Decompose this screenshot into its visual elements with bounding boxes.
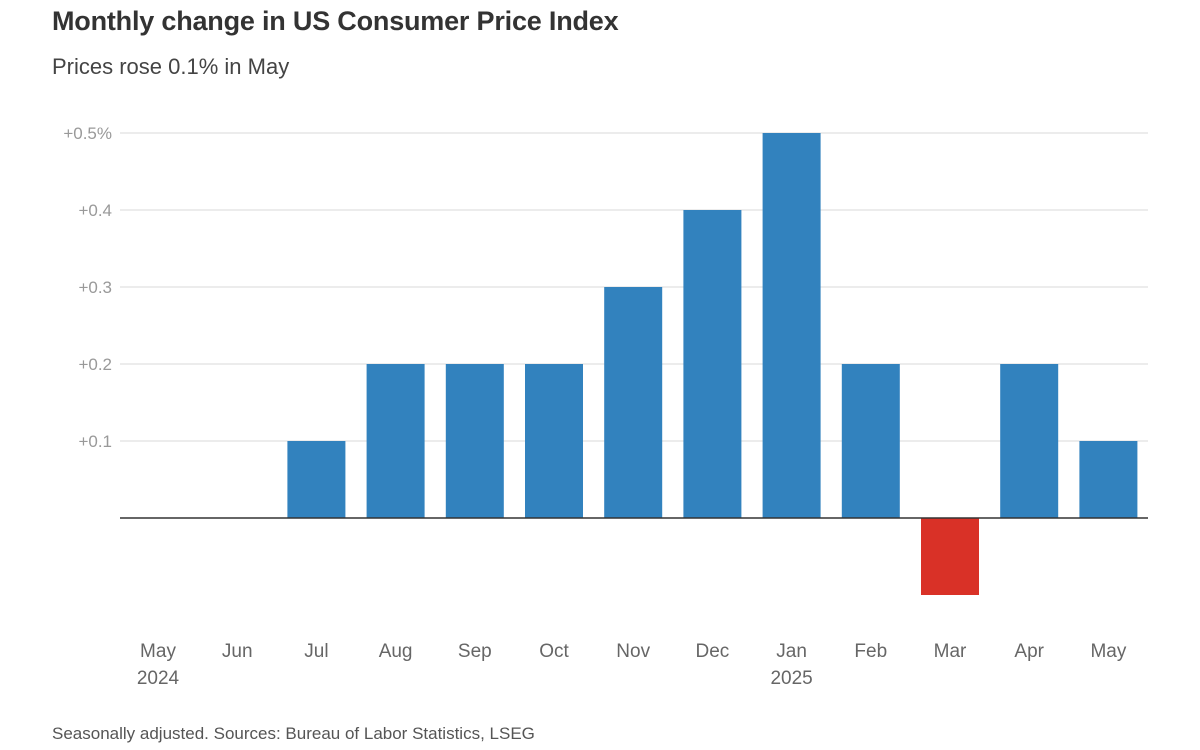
x-year-label: 2024 xyxy=(137,668,180,689)
x-tick-label: Apr xyxy=(1014,641,1044,662)
bar-nov xyxy=(604,287,663,518)
bar-jul xyxy=(287,441,346,518)
bar-mar xyxy=(921,518,979,595)
x-tick-label: Jun xyxy=(222,641,253,662)
bar-apr xyxy=(1000,364,1059,518)
x-tick-label: Jul xyxy=(304,641,328,662)
x-tick-label: Oct xyxy=(539,641,569,662)
x-tick-label: Sep xyxy=(458,641,492,662)
y-tick-label: +0.5% xyxy=(63,124,112,143)
x-tick-label: Dec xyxy=(696,641,730,662)
x-axis-labels: May 2024 Jun Jul Aug Sep Oct Nov Dec Jan 2025 Feb Ma… xyxy=(137,641,1127,689)
x-year-label: 2025 xyxy=(770,668,812,689)
x-tick-label: May xyxy=(1090,641,1126,662)
bars xyxy=(287,133,1138,595)
bar-aug xyxy=(366,364,425,518)
y-axis-ticks: +0.1 +0.2 +0.3 +0.4 +0.5% xyxy=(63,124,112,451)
source-note: Seasonally adjusted. Sources: Bureau of … xyxy=(52,724,535,743)
bar-dec xyxy=(683,210,742,518)
bar-may xyxy=(1079,441,1138,518)
chart-subtitle: Prices rose 0.1% in May xyxy=(52,54,290,79)
x-tick-label: Feb xyxy=(854,641,887,662)
y-tick-label: +0.2 xyxy=(78,355,112,374)
x-tick-label: Nov xyxy=(616,641,650,662)
x-tick-label: May xyxy=(140,641,176,662)
bar-feb xyxy=(841,364,900,518)
y-tick-label: +0.1 xyxy=(78,432,112,451)
bar-jan xyxy=(762,133,821,518)
bar-oct xyxy=(525,364,583,518)
y-tick-label: +0.3 xyxy=(78,278,112,297)
bar-sep xyxy=(445,364,504,518)
y-tick-label: +0.4 xyxy=(78,201,112,220)
x-tick-label: Jan xyxy=(776,641,807,662)
chart-title: Monthly change in US Consumer Price Inde… xyxy=(52,6,619,36)
x-tick-label: Aug xyxy=(379,641,413,662)
x-tick-label: Mar xyxy=(934,641,967,662)
